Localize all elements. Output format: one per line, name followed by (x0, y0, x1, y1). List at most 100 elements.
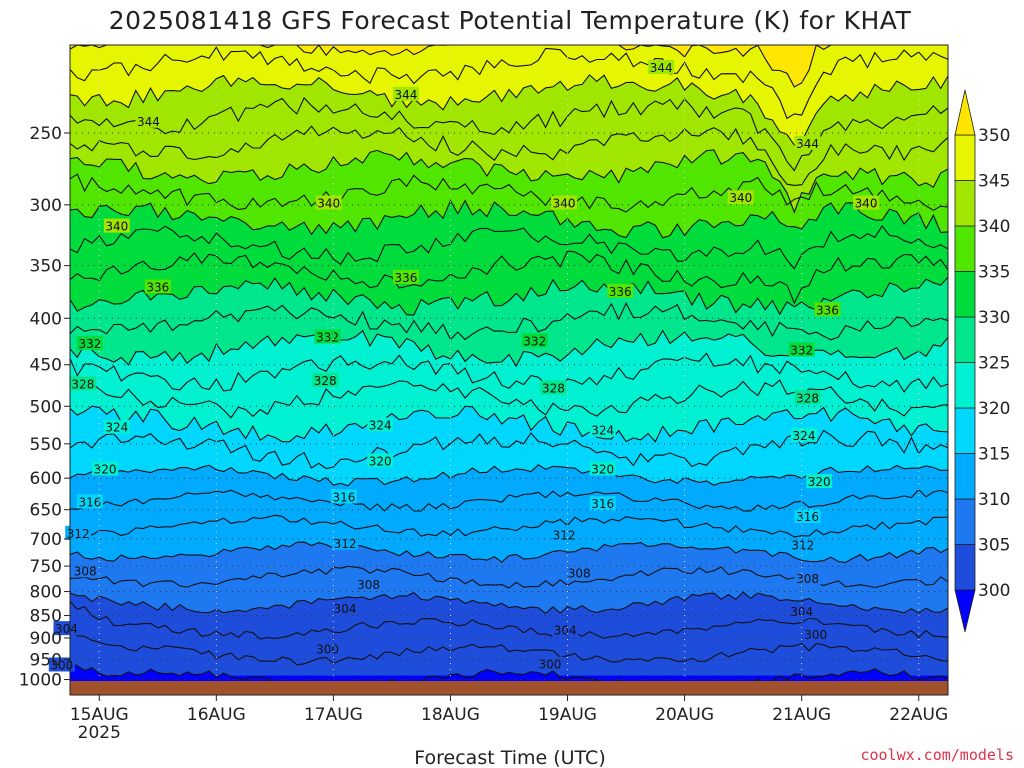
colorbar-top-arrow (954, 89, 976, 136)
contour-label: 320 (94, 463, 117, 477)
contour-line-348 (69, 46, 949, 120)
contour-label: 316 (332, 490, 355, 504)
contour-label-bg (727, 190, 754, 205)
contour-label-bg (69, 376, 96, 391)
x-tick-sublabel: 2025 (78, 723, 121, 743)
colorbar-label: 315 (978, 445, 1010, 465)
x-axis-label: Forecast Time (UTC) (414, 747, 605, 768)
colorbar-segment (954, 316, 976, 363)
y-tick-label: 850 (30, 606, 62, 626)
contour-label: 308 (74, 564, 97, 578)
contour-label-bg (332, 535, 359, 550)
contour-line-336 (69, 199, 949, 239)
contour-label-bg (551, 527, 578, 542)
contour-labels: 344 344 344 344 340 340 340 340 340 336 336 336 336 3… (48, 59, 880, 672)
y-axis: 250 300 350 400 450 500 550 600 650 700 750 800 850 9… (19, 124, 70, 691)
contour-line-342 (69, 125, 949, 186)
chart-title: 2025081418 GFS Forecast Potential Temper… (109, 6, 912, 35)
contour-label: 320 (808, 475, 831, 489)
contour-label-bg (794, 390, 821, 405)
contour-label: 328 (71, 377, 94, 391)
colorbar-segment (954, 134, 976, 181)
contour-label-bg (521, 333, 548, 348)
contour-label: 304 (55, 622, 78, 636)
colorbar-segment (954, 453, 976, 500)
contour-label-bg (392, 269, 419, 284)
contour-label-bg (355, 577, 382, 592)
contour-label: 340 (855, 197, 878, 211)
colorbar-segment (954, 362, 976, 409)
contour-label-bg (330, 489, 357, 504)
contour-label: 336 (609, 285, 632, 299)
contour-label-bg (794, 508, 821, 523)
contour-label-bg (103, 218, 130, 233)
colorbar-label: 340 (978, 217, 1010, 237)
contour-label-bg (92, 461, 119, 476)
contour-label-bg (53, 621, 80, 636)
y-tick-label: 400 (30, 309, 62, 329)
colorbar-label: 350 (978, 126, 1010, 146)
contour-line-320 (69, 405, 949, 443)
contour-label-bg (76, 494, 103, 509)
contour-line-324 (69, 352, 949, 393)
contour-label: 312 (67, 527, 90, 541)
contour-label-bg (314, 641, 341, 656)
contour-line-338 (69, 173, 949, 213)
y-tick-label: 650 (30, 501, 62, 521)
credit-text[interactable]: coolwx.com/models (860, 746, 1014, 764)
contour-label: 332 (78, 337, 101, 351)
contour-label-bg (332, 600, 359, 615)
colorbar-label: 305 (978, 536, 1010, 556)
contour-label-bg (540, 380, 567, 395)
contour-label: 340 (553, 197, 576, 211)
contour-label: 316 (796, 510, 819, 524)
y-tick-label: 700 (30, 530, 62, 550)
colorbar-label: 330 (978, 308, 1010, 328)
y-tick-label: 550 (30, 435, 62, 455)
contour-label: 304 (554, 623, 577, 637)
filled-contour-bands (70, 45, 948, 695)
x-tick-label: 19AUG (538, 705, 597, 725)
contour-label: 328 (796, 391, 819, 405)
contour-label-bg (551, 195, 578, 210)
colorbar-label: 345 (978, 172, 1010, 192)
contour-label-bg (392, 86, 419, 101)
contour-label-bg (607, 283, 634, 298)
contour-band-350 (70, 45, 948, 87)
contour-label-bg (76, 336, 103, 351)
contour-line-310 (69, 541, 949, 564)
ground-fill (70, 681, 948, 695)
x-tick-label: 20AUG (655, 705, 714, 725)
contour-label: 324 (591, 424, 614, 438)
x-tick-label: 15AUG (70, 705, 129, 725)
contour-label-bg (814, 302, 841, 317)
x-tick-label: 22AUG (889, 705, 948, 725)
y-tick-label: 450 (30, 356, 62, 376)
contour-line-334 (69, 225, 949, 270)
contour-label: 328 (542, 382, 565, 396)
colorbar-label: 325 (978, 354, 1010, 374)
contour-label: 312 (334, 537, 357, 551)
colorbar-segment (954, 544, 976, 591)
colorbar-label: 310 (978, 490, 1010, 510)
contour-label-bg (589, 461, 616, 476)
y-tick-label: 300 (30, 196, 62, 216)
y-tick-label: 1000 (19, 671, 62, 691)
contour-label-bg (802, 626, 829, 641)
contour-label: 312 (553, 529, 576, 543)
contour-label-bg (315, 195, 342, 210)
contour-label: 344 (796, 137, 819, 151)
dotted-grid (70, 45, 948, 695)
contour-line-312 (69, 514, 949, 538)
contour-label: 332 (790, 343, 813, 357)
contour-label-bg (552, 622, 579, 637)
contour-label-bg (589, 422, 616, 437)
contour-label-bg (566, 565, 593, 580)
contour-label: 324 (793, 429, 816, 443)
contour-label: 308 (796, 572, 819, 586)
y-tick-label: 800 (30, 583, 62, 603)
contour-band-348 (70, 45, 948, 119)
y-tick-label: 500 (30, 397, 62, 417)
contour-label: 336 (395, 271, 418, 285)
